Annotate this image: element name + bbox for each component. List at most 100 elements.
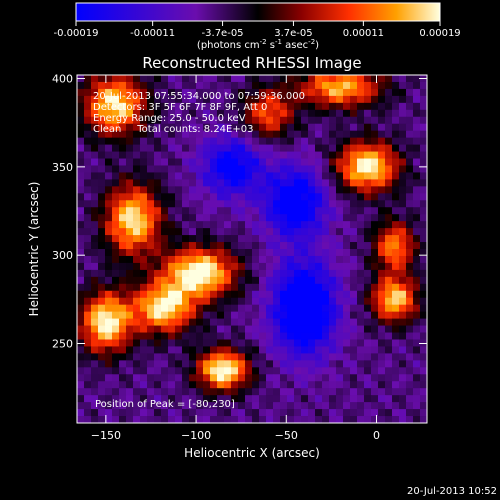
heatmap-cell xyxy=(273,207,281,215)
heatmap-cell xyxy=(126,235,134,243)
heatmap-cell xyxy=(315,353,323,361)
heatmap-cell xyxy=(392,367,400,375)
heatmap-cell xyxy=(350,123,358,132)
heatmap-cell xyxy=(84,158,92,166)
heatmap-cell xyxy=(273,381,281,389)
heatmap-cell xyxy=(140,123,148,132)
heatmap-cell xyxy=(175,109,183,118)
heatmap-cell xyxy=(182,304,190,313)
heatmap-cell xyxy=(406,367,414,375)
heatmap-cell xyxy=(378,193,386,201)
heatmap-cell xyxy=(133,283,141,292)
heatmap-cell xyxy=(406,249,414,257)
heatmap-cell xyxy=(266,137,274,145)
heatmap-cell xyxy=(224,381,232,389)
heatmap-cell xyxy=(203,311,211,319)
heatmap-cell xyxy=(77,388,85,396)
heatmap-cell xyxy=(385,235,393,243)
heatmap-cell xyxy=(224,102,232,111)
heatmap-cell xyxy=(308,235,316,243)
heatmap-cell xyxy=(126,214,134,222)
heatmap-cell xyxy=(273,130,281,139)
heatmap-cell xyxy=(308,353,316,361)
heatmap-cell xyxy=(91,374,99,382)
heatmap-cell xyxy=(385,95,393,104)
heatmap-cell xyxy=(98,242,106,250)
heatmap-cell xyxy=(371,88,379,97)
heatmap-cell xyxy=(98,318,106,326)
heatmap-cell xyxy=(406,353,414,361)
heatmap-cell xyxy=(371,367,379,375)
heatmap-cell xyxy=(161,102,169,111)
heatmap-cell xyxy=(182,193,190,201)
heatmap-cell xyxy=(350,297,358,306)
heatmap-cell xyxy=(182,339,190,347)
heatmap-cell xyxy=(308,75,316,83)
heatmap-cell xyxy=(119,165,127,173)
heatmap-cell xyxy=(84,242,92,250)
heatmap-cell xyxy=(378,214,386,222)
heatmap-cell xyxy=(238,262,246,271)
heatmap-cell xyxy=(238,172,246,180)
heatmap-cell xyxy=(154,81,162,90)
heatmap-cell xyxy=(252,123,260,132)
heatmap-cell xyxy=(301,346,309,354)
heatmap-cell xyxy=(133,207,141,215)
heatmap-cell xyxy=(399,367,407,375)
heatmap-cell xyxy=(322,165,330,173)
heatmap-cell xyxy=(308,179,316,187)
heatmap-cell xyxy=(399,374,407,382)
heatmap-cell xyxy=(364,214,372,222)
heatmap-cell xyxy=(245,249,253,257)
heatmap-cell xyxy=(287,186,295,194)
heatmap-cell xyxy=(392,304,400,313)
heatmap-cell xyxy=(266,311,274,319)
heatmap-cell xyxy=(371,353,379,361)
heatmap-cell xyxy=(357,179,365,187)
heatmap-cell xyxy=(175,75,183,83)
heatmap-cell xyxy=(252,360,260,368)
heatmap-cell xyxy=(371,235,379,243)
heatmap-cell xyxy=(280,318,288,326)
heatmap-cell xyxy=(329,137,337,145)
heatmap-cell xyxy=(147,381,155,389)
heatmap-cell xyxy=(315,95,323,104)
heatmap-cell xyxy=(196,88,204,97)
heatmap-cell xyxy=(105,172,113,180)
heatmap-cell xyxy=(413,318,421,326)
heatmap-cell xyxy=(224,374,232,382)
heatmap-cell xyxy=(385,249,393,257)
heatmap-cell xyxy=(301,325,309,333)
heatmap-cell xyxy=(182,172,190,180)
heatmap-cell xyxy=(245,151,253,159)
heatmap-cell xyxy=(154,75,162,83)
heatmap-cell xyxy=(343,207,351,215)
heatmap-cell xyxy=(294,95,302,104)
heatmap-cell xyxy=(287,88,295,97)
heatmap-cell xyxy=(259,353,267,361)
heatmap-cell xyxy=(378,144,386,152)
heatmap-cell xyxy=(154,151,162,159)
heatmap-cell xyxy=(245,374,253,382)
heatmap-cell xyxy=(203,75,211,83)
heatmap-cell xyxy=(371,381,379,389)
heatmap-cell xyxy=(413,81,421,90)
heatmap-cell xyxy=(385,75,393,83)
heatmap-cell xyxy=(182,151,190,159)
heatmap-cell xyxy=(189,332,197,340)
heatmap-cell xyxy=(287,360,295,368)
heatmap-cell xyxy=(175,151,183,159)
heatmap-cell xyxy=(217,200,225,208)
heatmap-cell xyxy=(126,325,134,333)
heatmap-cell xyxy=(210,95,218,104)
heatmap-cell xyxy=(385,304,393,313)
heatmap-cell xyxy=(259,123,267,132)
heatmap-cell xyxy=(406,388,414,396)
heatmap-cell xyxy=(350,75,358,83)
heatmap-cell xyxy=(287,221,295,229)
heatmap-cell xyxy=(406,200,414,208)
heatmap-cell xyxy=(175,186,183,194)
heatmap-cell xyxy=(406,325,414,333)
heatmap-cell xyxy=(280,339,288,347)
heatmap-cell xyxy=(84,123,92,132)
